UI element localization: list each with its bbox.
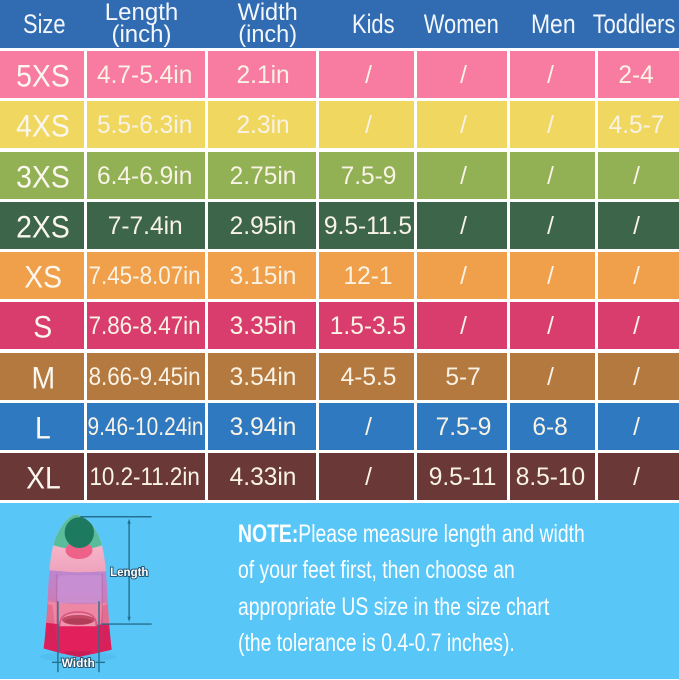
svg-text:Length: Length (110, 566, 148, 578)
svg-text:Width: Width (62, 655, 95, 669)
